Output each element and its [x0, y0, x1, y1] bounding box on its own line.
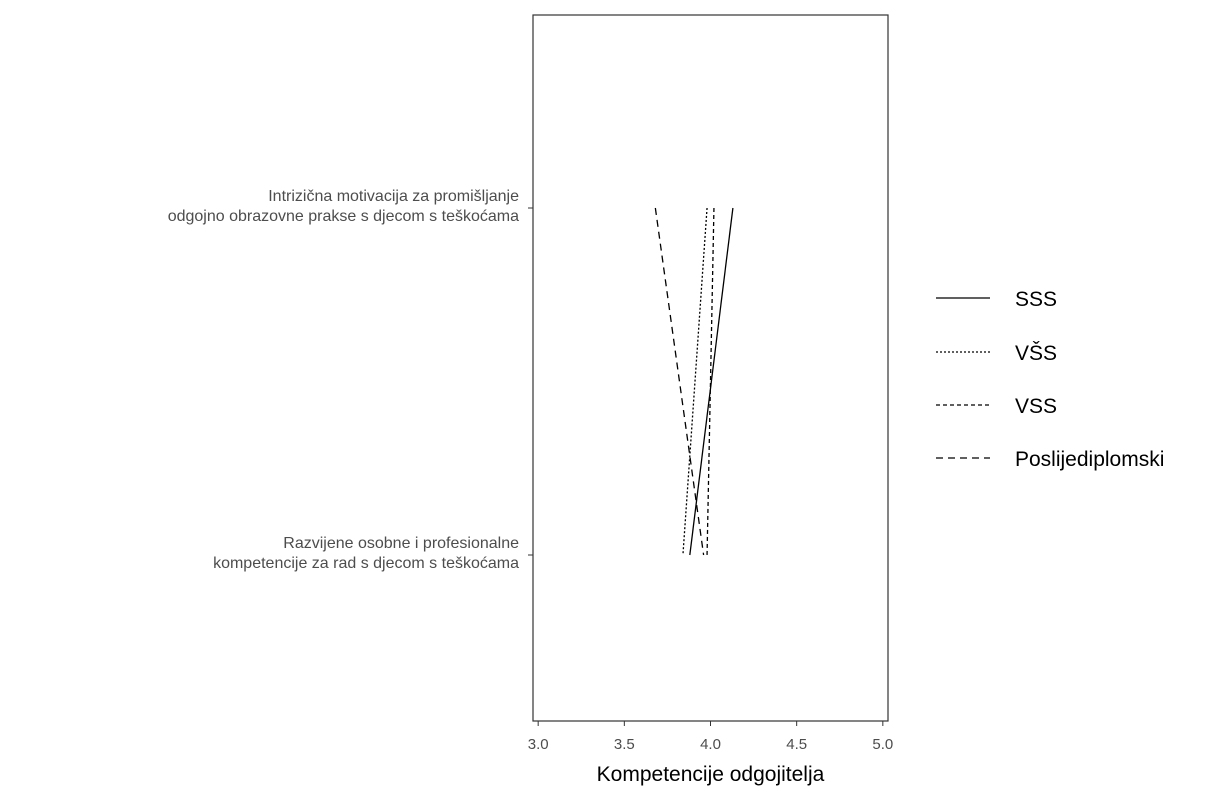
series-line: [689, 207, 734, 556]
legend: SSS VŠS VSS Poslijediplomski: [936, 288, 1164, 471]
plot-panel: [532, 14, 889, 722]
x-tick-label: 3.5: [614, 736, 635, 753]
x-tick-label: 5.0: [872, 736, 893, 753]
legend-label: VSS: [1015, 395, 1057, 418]
x-tick-label: 4.0: [700, 736, 721, 753]
y-tick-label: Razvijene osobne i profesionalne: [283, 535, 519, 552]
legend-label: SSS: [1015, 288, 1057, 311]
y-tick-label: kompetencije za rad s djecom s teškoćama: [213, 555, 519, 572]
series-line: [706, 207, 715, 556]
x-tick-label: 3.0: [528, 736, 549, 753]
series-lines: [654, 207, 734, 556]
y-tick-label: odgojno obrazovne prakse s djecom s tešk…: [168, 208, 519, 225]
y-tick-label: Intrizična motivacija za promišljanje: [268, 188, 519, 205]
x-axis-title: Kompetencije odgojitelja: [597, 763, 825, 786]
y-axis: Intrizična motivacija za promišljanje odg…: [168, 188, 533, 572]
x-tick-label: 4.5: [786, 736, 807, 753]
series-line: [654, 207, 705, 556]
series-line: [682, 207, 708, 556]
legend-label: Poslijediplomski: [1015, 448, 1164, 471]
legend-label: VŠS: [1015, 342, 1057, 365]
x-axis: 3.0 3.5 4.0 4.5 5.0: [528, 721, 893, 753]
